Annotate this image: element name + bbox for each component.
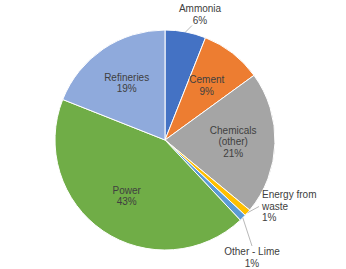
value-label: 6%	[193, 15, 208, 26]
value-label: 43%	[117, 196, 137, 207]
value-label: 21%	[223, 148, 243, 159]
leader-line	[243, 218, 252, 246]
data-label: Other - Lime1%	[224, 246, 280, 269]
leader-line	[248, 207, 259, 213]
category-label: Other - Lime	[224, 246, 280, 257]
value-label: 19%	[117, 83, 137, 94]
category-label: Energy from	[262, 189, 316, 200]
pie	[55, 30, 275, 250]
data-label: Energy fromwaste1%	[261, 189, 316, 223]
category-label: Power	[112, 185, 141, 196]
value-label: 1%	[245, 258, 260, 269]
data-label: Ammonia6%	[179, 3, 222, 26]
value-label: 1%	[262, 212, 277, 223]
data-label: Cement9%	[189, 74, 224, 97]
data-label: Refineries19%	[104, 72, 149, 95]
value-label: 9%	[200, 86, 215, 97]
data-label: Chemicals(other)21%	[210, 125, 257, 159]
category-label: waste	[261, 201, 289, 212]
category-label: Chemicals	[210, 125, 257, 136]
chart: Ammonia6%Cement9%Chemicals(other)21%Ener…	[0, 0, 346, 269]
category-label: (other)	[218, 136, 247, 147]
leader-line	[186, 26, 192, 32]
category-label: Cement	[189, 74, 224, 85]
data-labels: Ammonia6%Cement9%Chemicals(other)21%Ener…	[104, 3, 316, 269]
data-label: Power43%	[112, 185, 141, 208]
pie-slice	[63, 30, 165, 140]
category-label: Ammonia	[179, 3, 222, 14]
category-label: Refineries	[104, 72, 149, 83]
